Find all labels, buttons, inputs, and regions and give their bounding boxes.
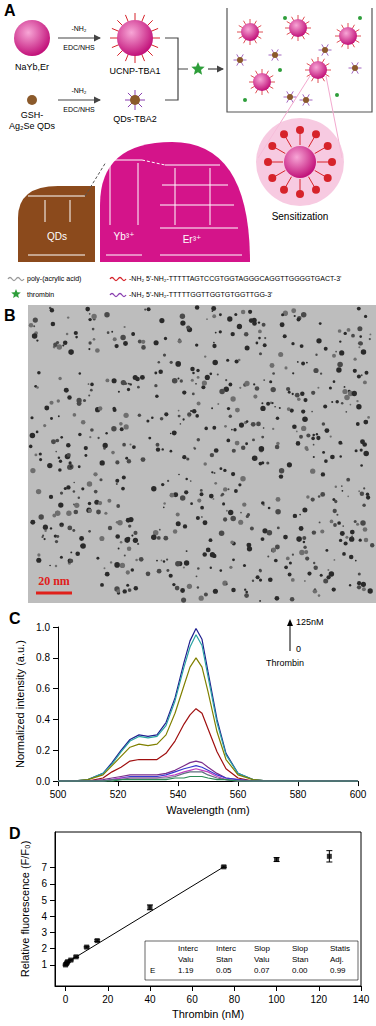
svg-text:140: 140 [353, 994, 370, 1005]
svg-text:-NH₂ 5'-NH₂-TTTTTGGTTGGTGTGGTT: -NH₂ 5'-NH₂-TTTTTGGTTGGTGTGGTTGG-3' [129, 291, 272, 298]
svg-text:2: 2 [41, 943, 47, 954]
svg-text:EDC/NHS: EDC/NHS [63, 44, 95, 51]
svg-text:Thrombin: Thrombin [266, 658, 304, 668]
svg-text:A: A [4, 2, 16, 19]
svg-text:500: 500 [50, 789, 67, 800]
svg-text:0.8: 0.8 [36, 652, 50, 663]
svg-text:540: 540 [170, 789, 187, 800]
svg-text:80: 80 [229, 994, 241, 1005]
svg-text:3: 3 [41, 927, 47, 938]
svg-text:NaYb,Er: NaYb,Er [15, 62, 49, 72]
svg-text:Statis: Statis [330, 944, 350, 953]
svg-text:Adj.: Adj. [330, 955, 344, 964]
svg-text:0.2: 0.2 [36, 745, 50, 756]
svg-text:Valu: Valu [178, 955, 193, 964]
svg-text:Relative fluorescence (F/F₀): Relative fluorescence (F/F₀) [19, 841, 31, 978]
svg-text:-NH₂ 5'-NH₂-TTTTTAGTCCGTGGTAGG: -NH₂ 5'-NH₂-TTTTTAGTCCGTGGTAGGGCAGGTTGGG… [129, 275, 341, 282]
svg-text:Er³⁺: Er³⁺ [183, 234, 202, 245]
svg-text:-NH₂: -NH₂ [71, 25, 86, 32]
svg-text:thrombin: thrombin [27, 291, 54, 298]
svg-text:Slop: Slop [254, 944, 271, 953]
svg-text:E: E [150, 966, 155, 975]
svg-text:Slop: Slop [292, 944, 309, 953]
svg-text:1.0: 1.0 [36, 622, 50, 633]
svg-text:0.4: 0.4 [36, 714, 50, 725]
svg-text:125nM: 125nM [296, 617, 324, 627]
svg-text:4: 4 [41, 911, 47, 922]
svg-text:0.0: 0.0 [36, 776, 50, 787]
svg-text:0.6: 0.6 [36, 683, 50, 694]
svg-text:520: 520 [110, 789, 127, 800]
svg-text:Stan: Stan [216, 955, 232, 964]
svg-text:B: B [4, 307, 16, 324]
svg-text:GSH-: GSH- [21, 110, 44, 120]
svg-text:0.05: 0.05 [216, 966, 232, 975]
svg-text:QDs: QDs [47, 231, 67, 242]
svg-text:Stan: Stan [292, 955, 308, 964]
svg-text:40: 40 [144, 994, 156, 1005]
svg-text:Interc: Interc [178, 944, 198, 953]
svg-text:6: 6 [41, 878, 47, 889]
svg-text:Yb³⁺: Yb³⁺ [114, 231, 135, 242]
svg-text:Normalized intensity (a.u.): Normalized intensity (a.u.) [14, 640, 26, 768]
svg-text:120: 120 [310, 994, 327, 1005]
svg-text:Ag₂Se QDs: Ag₂Se QDs [9, 121, 56, 131]
svg-text:600: 600 [350, 789, 367, 800]
svg-text:7: 7 [41, 862, 47, 873]
svg-text:1: 1 [41, 959, 47, 970]
svg-text:5: 5 [41, 895, 47, 906]
svg-text:Wavelength (nm): Wavelength (nm) [166, 804, 249, 816]
svg-text:0.00: 0.00 [292, 966, 308, 975]
svg-text:60: 60 [187, 994, 199, 1005]
svg-text:20 nm: 20 nm [38, 574, 70, 588]
svg-text:580: 580 [290, 789, 307, 800]
svg-text:QDs-TBA2: QDs-TBA2 [113, 114, 157, 124]
svg-text:560: 560 [230, 789, 247, 800]
svg-text:0.07: 0.07 [254, 966, 270, 975]
svg-text:0: 0 [296, 644, 301, 654]
svg-text:poly-(acrylic acid): poly-(acrylic acid) [27, 275, 81, 283]
svg-text:1.19: 1.19 [178, 966, 194, 975]
svg-text:-NH₂: -NH₂ [71, 87, 86, 94]
svg-text:Thrombin (nM): Thrombin (nM) [172, 1008, 244, 1020]
svg-text:100: 100 [268, 994, 285, 1005]
svg-text:Valu: Valu [254, 955, 269, 964]
svg-text:Sensitization: Sensitization [272, 211, 329, 222]
svg-text:C: C [9, 610, 21, 627]
svg-text:EDC/NHS: EDC/NHS [63, 106, 95, 113]
svg-text:0: 0 [63, 994, 69, 1005]
svg-text:0.99: 0.99 [330, 966, 346, 975]
svg-text:20: 20 [102, 994, 114, 1005]
svg-text:UCNP-TBA1: UCNP-TBA1 [109, 66, 160, 76]
svg-text:Interc: Interc [216, 944, 236, 953]
svg-text:D: D [9, 825, 21, 842]
